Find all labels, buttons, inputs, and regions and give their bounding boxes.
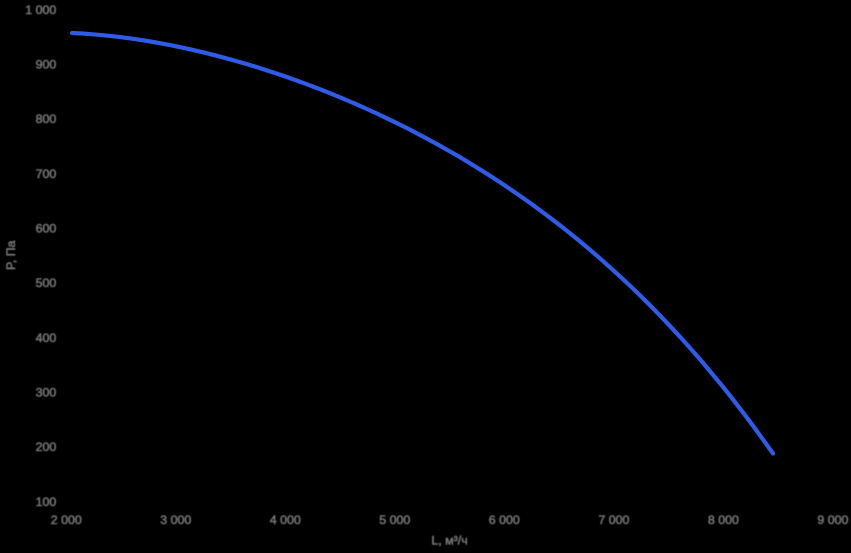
svg-text:8 000: 8 000 (708, 513, 739, 527)
svg-text:L, м³/ч: L, м³/ч (431, 534, 467, 548)
svg-text:300: 300 (36, 386, 57, 400)
svg-text:800: 800 (36, 112, 57, 126)
svg-text:5 000: 5 000 (379, 513, 410, 527)
svg-text:3 000: 3 000 (160, 513, 191, 527)
svg-text:4 000: 4 000 (270, 513, 301, 527)
svg-text:P, Па: P, Па (4, 241, 18, 270)
svg-text:6 000: 6 000 (489, 513, 520, 527)
svg-text:100: 100 (36, 495, 57, 509)
svg-text:700: 700 (36, 167, 57, 181)
svg-text:500: 500 (36, 276, 57, 290)
svg-text:7 000: 7 000 (598, 513, 629, 527)
svg-text:2 000: 2 000 (51, 513, 82, 527)
svg-text:600: 600 (36, 222, 57, 236)
svg-text:900: 900 (36, 58, 57, 72)
svg-text:9 000: 9 000 (817, 513, 848, 527)
svg-text:1 000: 1 000 (25, 3, 56, 17)
svg-text:400: 400 (36, 331, 57, 345)
svg-text:200: 200 (36, 440, 57, 454)
